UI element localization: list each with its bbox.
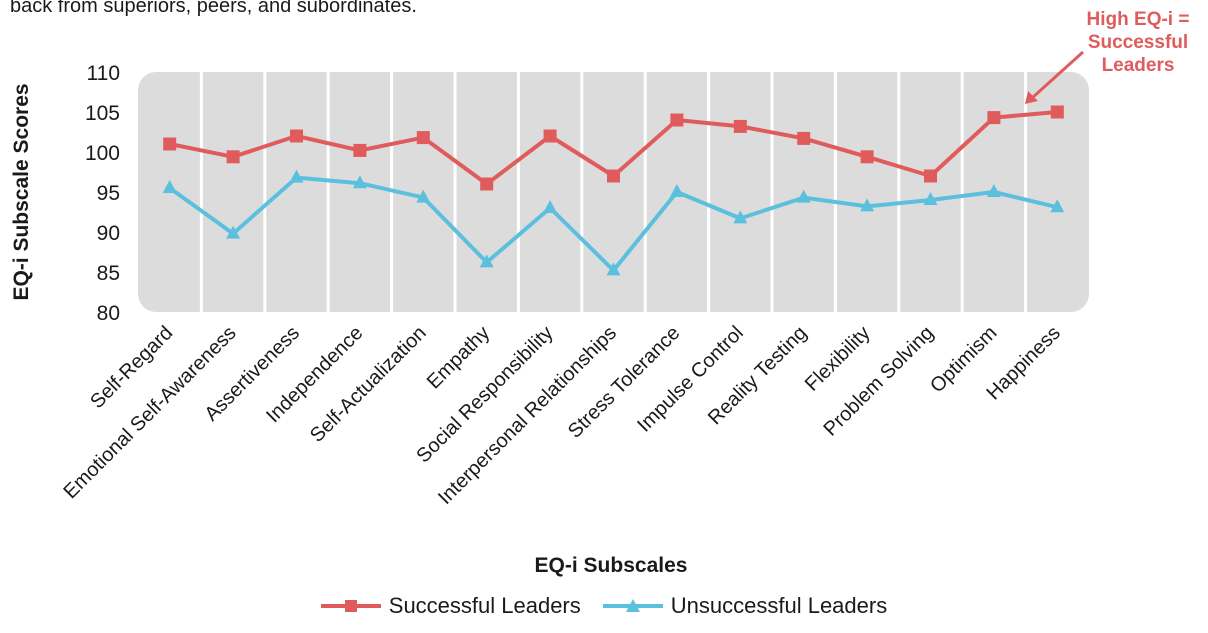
data-point: [1050, 105, 1064, 119]
legend-label-successful: Successful Leaders: [388, 593, 581, 618]
data-point: [163, 137, 177, 151]
y-axis-label: EQ-i Subscale Scores: [10, 83, 33, 300]
y-tick-label: 80: [97, 302, 120, 325]
data-point: [290, 129, 303, 143]
plot-background: [138, 72, 1089, 312]
data-point: [670, 113, 684, 127]
y-tick-label: 105: [85, 102, 120, 125]
data-point: [669, 184, 684, 197]
x-tick-label: Problem Solving: [820, 322, 939, 441]
annotation-line-1: High EQ-i =: [1086, 9, 1190, 30]
y-tick-label: 95: [97, 182, 120, 205]
data-point: [226, 150, 240, 164]
x-tick-label: Self-Actualization: [306, 322, 431, 447]
x-axis-label: EQ-i Subscales: [535, 554, 688, 577]
annotation-line-2: Successful: [1087, 32, 1189, 53]
data-point: [416, 189, 431, 203]
data-point: [479, 254, 494, 268]
annotation-arrow: [1025, 50, 1085, 104]
data-point: [543, 129, 557, 143]
annotation-arrow-line: [1030, 50, 1085, 100]
gridlines: [199, 72, 1028, 312]
data-point: [860, 150, 874, 164]
annotation-text: High EQ-i = Successful Leaders: [1086, 8, 1190, 77]
square-marker-icon: [320, 600, 381, 612]
x-tick-label: Stress Tolerance: [564, 322, 685, 443]
data-point: [607, 169, 620, 183]
y-tick-label: 100: [85, 142, 120, 165]
data-point: [797, 131, 811, 145]
data-point: [733, 119, 747, 133]
y-axis-ticks: 80 85 90 95 100 105 110: [85, 62, 120, 325]
data-point: [289, 169, 304, 183]
data-point: [987, 111, 1001, 125]
annotation-line-3: Leaders: [1101, 55, 1175, 76]
intro-text: back from superiors, peers, and subordin…: [10, 0, 417, 17]
y-tick-label: 85: [97, 262, 120, 285]
data-point: [796, 189, 811, 203]
series-unsuccessful: [162, 169, 1065, 276]
y-tick-label: 90: [97, 222, 120, 245]
data-point: [606, 262, 621, 276]
legend-label-unsuccessful: Unsuccessful Leaders: [670, 593, 888, 618]
y-tick-label: 110: [87, 62, 120, 85]
data-point: [924, 169, 937, 183]
legend-item-unsuccessful: Unsuccessful Leaders: [602, 593, 888, 619]
legend-item-successful: Successful Leaders: [320, 593, 581, 619]
series-group: [162, 105, 1065, 276]
series-successful: [163, 105, 1064, 191]
data-point: [986, 184, 1001, 197]
data-point: [733, 210, 748, 224]
annotation-arrow-head: [1025, 91, 1038, 104]
data-point: [923, 192, 938, 205]
data-point: [416, 131, 430, 145]
data-point: [352, 175, 367, 189]
triangle-marker-icon: [602, 599, 663, 612]
data-point: [226, 225, 241, 239]
data-point: [860, 198, 875, 212]
data-point: [1050, 199, 1065, 213]
data-point: [353, 143, 367, 157]
data-point: [162, 180, 177, 193]
data-point: [543, 200, 558, 213]
legend: Successful Leaders Unsuccessful Leaders: [0, 593, 1208, 619]
data-point: [480, 177, 494, 191]
